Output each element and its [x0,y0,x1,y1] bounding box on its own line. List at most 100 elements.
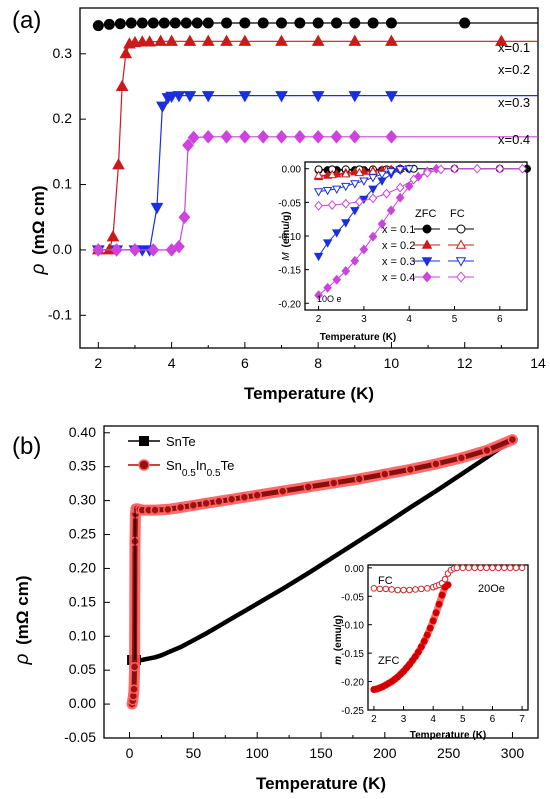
panel-a-inset-series-6-point-4 [350,255,360,266]
panel-a-series-0-point-7 [169,17,181,29]
panel-a-series-1-point-14 [220,34,233,46]
panel-a-inset-legend-fc-marker-1 [455,239,467,249]
panel-a-y-unit: (mΩ cm) [29,186,48,255]
panel-a-series-3-point-16 [330,130,343,144]
panel-b-x-tick-label-6: 300 [501,745,525,761]
panel-b-series-1-point-18 [226,494,237,505]
panel-a-x-tick-label-3: 8 [314,355,322,371]
panel-a-inset-series-5-point-6 [368,174,378,183]
panel-b-inset-x-axis-title: Temperature (K) [410,730,487,741]
panel-b-series-1 [126,434,518,710]
panel-a-series-1-point-17 [311,34,325,46]
panel-b-series-1-point-14 [175,502,186,513]
panel-a-label-x01: x=0.1 [498,40,530,55]
panel-a-inset-series-6-point-1 [323,282,332,293]
svg-text:M (emu/g): M (emu/g) [281,211,292,260]
panel-b-inset-series-0-point-9 [423,585,431,592]
panel-b-inset-series-1-point-23 [438,591,446,599]
panel-a-inset-field-label: 10O e [317,294,342,304]
panel-b-x-tick-label-5: 250 [437,745,461,761]
panel-a-inset-legend-fc-marker-0 [456,224,466,234]
panel-b-y-tick-label-2: 0.05 [69,661,96,677]
panel-a-label: (a) [12,7,41,34]
panel-b-inset-y-tick-label-0: 0.00 [345,564,365,575]
panel-a-inset-series-5-point-8 [386,168,396,177]
panel-a-series-2-point-11 [201,91,215,103]
panel-a-inset-legend-row-2: x = 0.2 [382,240,415,252]
panel-a-inset-series-5-point-3 [341,182,351,192]
panel-b-inset-x-tick-label-0: 2 [371,714,377,725]
panel-a-y-tick-label-1: 0.0 [53,241,73,257]
panel-a-inset-series-3-point-2 [341,169,351,178]
panel-a-series-0-point-12 [239,17,251,29]
panel-b-y-symbol: ρ [12,654,33,666]
panel-b-series-0-line [132,437,514,663]
panel-b-series-1-point-17 [214,496,224,507]
panel-b-series-1-point-19 [239,492,250,502]
panel-b-inset-series-1-point-18 [423,631,431,639]
panel-a-inset-x-tick-label-3: 5 [452,314,458,325]
panel-b-inset-y-tick-label-1: -0.05 [341,592,364,603]
panel-b-inset-y-tick-label-2: -0.10 [341,621,364,632]
panel-b-series-1-point-26 [405,464,416,475]
panel-a-inset-y-ticks: 0.00 -0.05 -0.10 -0.15 -0.20 [278,165,309,310]
panel-a-inset-legend: ZFC FC x = 0.1 x = 0.2 x = 0.3 x = 0.4 [382,208,474,284]
panel-a-inset-x-tick-label-4: 6 [497,314,503,325]
panel-b-inset-series-0-point-4 [394,586,401,594]
panel-b-series-1-point-3 [129,684,139,694]
panel-a-inset-series-5-point-9 [395,166,405,175]
panel-a-series-3-point-17 [348,130,361,144]
panel-b-inset-series-0-point-7 [412,586,419,593]
panel-b-x-tick-label-0: 0 [126,745,134,761]
panel-a-series-1-point-2 [106,230,120,242]
panel-a-inset-series-6-point-5 [359,244,369,255]
panel-a-plot-frame [79,7,539,349]
panel-a-inset-series-6-point-10 [404,181,414,192]
panel-b-inset-series-0-point-28 [512,564,520,572]
panel-b-inset-series-0-point-6 [406,586,413,594]
panel-a-inset-series-4-point-4 [350,207,360,216]
panel-b-series-1-point-4 [129,662,140,672]
panel-a-inset-legend-zfc-marker-0 [422,224,432,234]
panel-b-inset-series-0-point-22 [477,564,484,572]
panel-a-series-2-point-16 [385,91,398,103]
panel-b-inset: 0.00 -0.05 -0.10 -0.15 -0.20 -0.25 2 3 4 5 6 7 m (… [330,564,530,741]
panel-b-inset-series-0-point-24 [489,564,496,572]
panel-a-series-1-point-9 [143,35,156,47]
panel-a-inset-y-tick-label-0: 0.00 [282,165,302,176]
panel-b-inset-series-0-point-14 [441,575,449,583]
panel-a-inset-y-tick-label-2: -0.10 [278,232,301,243]
panel-a-inset-series-6-point-7 [377,218,387,229]
panel-a-inset-legend-zfc-marker-2 [421,257,433,267]
panel-b-x-tick-label-2: 100 [245,745,269,761]
panel-a-inset-x-tick-label-1: 3 [361,314,367,325]
panel-a-x-tick-label-4: 10 [384,355,400,371]
panel-a-series-0-point-15 [294,17,306,29]
panel-a-y-tick-label-2: 0.1 [53,176,73,192]
panel-a-inset-series-7-point-3 [355,196,364,207]
panel-b-y-tick-label-6: 0.25 [69,526,96,542]
panel-a-inset-series-5-point-7 [377,170,387,180]
panel-a-y-tick-label-4: 0.3 [53,45,73,61]
panel-b: (b) -0.05 0.00 0.05 0.10 0.15 0.20 0.25 0.30 0.3… [12,424,539,793]
panel-a-series-2-point-15 [348,91,362,103]
panel-b-inset-frame [367,564,529,711]
panel-b-inset-x-tick-label-1: 3 [401,714,407,725]
panel-a-x-axis-title: Temperature (K) [244,384,374,403]
panel-a-series-3-point-5 [173,239,185,254]
panel-a-series-1-point-16 [275,34,288,46]
panel-a-inset-series-7-point-0 [314,200,323,211]
panel-a-inset-legend-zfc-marker-3 [422,271,432,283]
panel-a-y-symbol: ρ [28,264,49,276]
panel-a-inset-series-7-point-7 [409,174,419,185]
panel-b-inset-series-0-point-21 [471,564,478,572]
panel-a-inset-y-tick-label-3: -0.15 [278,266,301,277]
panel-b-y-unit: (mΩ cm) [13,576,32,645]
panel-a-y-axis-title: ρ (mΩ cm) [28,186,49,276]
panel-b-series-1-point-22 [303,482,313,492]
panel-a-series-0-point-5 [147,17,159,29]
panel-b-series-1-point-16 [201,498,211,509]
panel-b-series-1-point-21 [277,486,288,496]
panel-a-inset-series-4-point-3 [341,219,351,228]
panel-b-label: (b) [12,433,41,460]
